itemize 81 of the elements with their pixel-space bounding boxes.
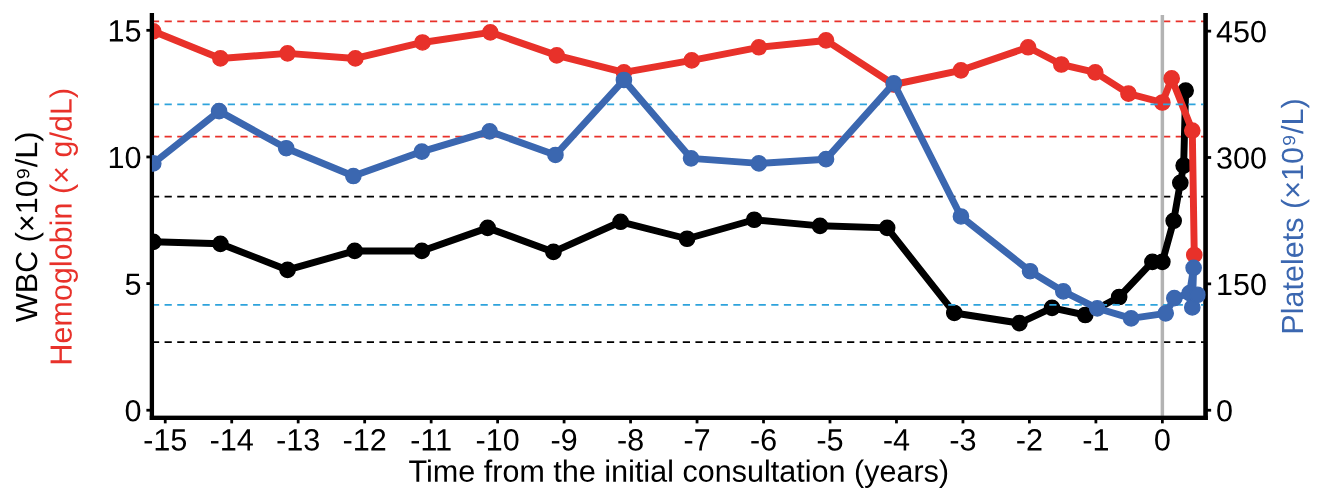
- point: [1076, 306, 1094, 324]
- point: [481, 24, 499, 41]
- point: [1154, 94, 1171, 111]
- point: [1171, 174, 1189, 192]
- point: [547, 146, 564, 164]
- point: [612, 213, 629, 231]
- point: [1043, 299, 1061, 317]
- point: [1157, 305, 1175, 322]
- point: [279, 45, 296, 62]
- x-tick-label: 0: [1155, 429, 1170, 451]
- point: [545, 243, 562, 261]
- y-axis-title: WBC (×10⁹/L) Hemoglobin (× g/dL): [14, 89, 78, 364]
- point: [347, 50, 364, 67]
- point: [1185, 259, 1202, 277]
- point: [548, 47, 566, 64]
- point: [750, 38, 768, 56]
- x-tick-label: -8: [618, 429, 643, 451]
- point: [279, 261, 296, 279]
- x-tick-label: -14: [210, 429, 253, 451]
- y2-axis-title: Platelets (×10⁹/L): [1280, 100, 1310, 333]
- point: [1163, 70, 1181, 87]
- x-axis-title: Time from the initial consultation (years): [409, 459, 948, 488]
- x-tick-label: -6: [751, 429, 776, 451]
- point: [1110, 288, 1128, 306]
- y2-tick-label: 300: [1217, 147, 1266, 169]
- x-tick-label: -11: [411, 429, 451, 451]
- x-tick-label: -2: [1017, 429, 1042, 451]
- point: [277, 139, 295, 157]
- x-tick-label: -13: [277, 429, 319, 451]
- y2-tick-label: 150: [1218, 273, 1266, 296]
- point: [345, 167, 362, 185]
- y-tick-label: 15: [109, 20, 141, 42]
- point: [481, 123, 498, 140]
- point: [1122, 310, 1140, 327]
- x-tick-label: -9: [551, 429, 577, 451]
- x-tick-label: -3: [950, 429, 976, 451]
- point: [811, 217, 829, 235]
- point: [212, 235, 229, 253]
- point: [745, 211, 763, 229]
- point: [346, 242, 364, 260]
- point: [817, 32, 835, 49]
- point: [1054, 283, 1072, 300]
- point: [479, 219, 496, 237]
- x-tick-label: -4: [884, 429, 910, 451]
- x-tick-label: -5: [817, 429, 843, 451]
- x-tick-label: -12: [343, 429, 386, 451]
- x-tick-label: -7: [684, 429, 710, 451]
- point: [952, 61, 970, 79]
- point: [952, 208, 970, 225]
- y-tick-label: 0: [125, 399, 141, 422]
- point: [683, 52, 701, 69]
- point: [1088, 299, 1106, 317]
- point: [678, 230, 696, 248]
- point: [1166, 289, 1183, 307]
- point: [1021, 262, 1039, 280]
- point: [1086, 64, 1104, 81]
- point: [210, 102, 228, 120]
- point: [1019, 38, 1037, 56]
- y2-tick-label: 0: [1217, 399, 1232, 422]
- point: [1183, 299, 1201, 316]
- point: [1165, 212, 1183, 230]
- x-tick-label: -15: [144, 429, 187, 451]
- y2-tick-label: 450: [1216, 20, 1266, 43]
- x-tick-label: -1: [1083, 429, 1108, 451]
- y-tick-label: 5: [125, 273, 141, 295]
- point: [1183, 122, 1201, 139]
- x-tick-label: -10: [476, 429, 519, 451]
- point: [817, 150, 835, 168]
- point: [682, 150, 700, 167]
- point: [413, 242, 431, 260]
- y-tick-label: 10: [109, 146, 141, 169]
- point: [1011, 314, 1028, 332]
- point: [413, 143, 431, 160]
- point: [615, 71, 633, 89]
- point: [945, 304, 963, 322]
- point: [750, 155, 768, 172]
- point: [878, 219, 896, 237]
- point: [1052, 56, 1070, 73]
- point: [212, 50, 229, 67]
- point: [414, 34, 431, 51]
- point: [1120, 85, 1137, 102]
